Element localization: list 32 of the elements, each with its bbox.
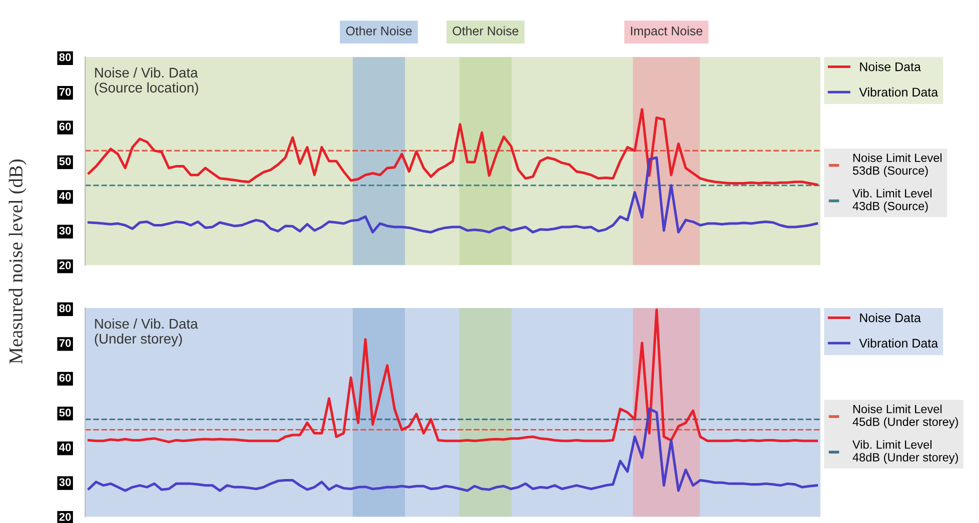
annotation: Noise / Vib. Data (Under storey) <box>94 318 198 346</box>
y-tick-label: 50 <box>59 408 71 417</box>
y-tick-label: 20 <box>59 512 71 521</box>
y-tick-label: 50 <box>59 157 71 166</box>
text: Other Noise <box>346 26 412 36</box>
legend-label: Vib. Limit Level 48dB (Under storey) <box>852 440 958 464</box>
y-tick-label: 80 <box>59 53 71 62</box>
legend-label: Noise Data <box>860 313 921 322</box>
line-series <box>88 408 818 492</box>
text: Impact Noise <box>631 26 702 38</box>
text: Other Noise <box>452 26 518 36</box>
legend-label: Noise Limit Level 45dB (Under storey) <box>852 404 958 428</box>
legend-label: Vibration Data <box>859 87 938 97</box>
y-tick-label: 40 <box>59 443 71 452</box>
legend-label: Vibration Data <box>859 338 938 348</box>
y-tick-label: 60 <box>59 374 71 382</box>
y-tick-label: 30 <box>59 226 71 235</box>
line-series <box>88 108 818 186</box>
y-tick-label: 80 <box>59 304 71 312</box>
y-tick-label: 60 <box>59 122 71 131</box>
y-tick-label: 30 <box>59 478 71 486</box>
legend-label: Vib. Limit Level 43dB (Source) <box>852 188 932 213</box>
line-series <box>88 308 818 444</box>
y-tick-label: 20 <box>59 261 71 270</box>
line-series <box>88 156 818 234</box>
legend-label: Noise Data <box>860 62 921 72</box>
y-axis-title: Measured noise level (dB) <box>8 159 26 364</box>
y-tick-label: 40 <box>59 192 71 200</box>
annotation: Noise / Vib. Data (Source location) <box>94 67 198 96</box>
y-tick-label: 70 <box>59 88 71 96</box>
legend-label: Noise Limit Level 53dB (Source) <box>852 153 942 178</box>
y-tick-label: 70 <box>59 339 71 347</box>
